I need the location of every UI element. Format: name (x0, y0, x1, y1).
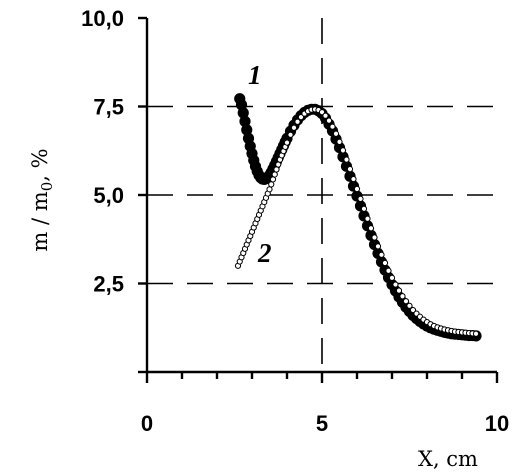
series-2-point (283, 139, 291, 146)
gridlines (147, 18, 497, 372)
series-2-point (332, 130, 340, 137)
series-2 (234, 106, 480, 337)
series-2-point (357, 195, 364, 202)
series-2-point (364, 215, 371, 222)
y-axis-title-main: m / m (28, 191, 52, 251)
series-1-point (241, 124, 253, 136)
series-2-point (367, 225, 375, 232)
y-tick-label: 7,5 (93, 95, 124, 120)
y-tick-label: 2,5 (93, 272, 124, 297)
x-tick-label: 5 (316, 411, 328, 436)
series-2-point (269, 176, 277, 183)
series-2-point (294, 118, 301, 125)
series-2-point (271, 171, 278, 178)
series-2-point (266, 186, 273, 193)
series-2-point (378, 251, 385, 258)
series-2-point (472, 330, 480, 337)
y-axis-title-suffix: , % (28, 148, 52, 181)
series-2-point (395, 287, 403, 294)
series-2-point (388, 274, 396, 281)
x-axis-title: X, cm (418, 447, 478, 471)
x-tick-labels: 0 5 10 (141, 411, 509, 436)
series-2-point (343, 156, 350, 163)
series-1-point (239, 115, 251, 127)
series-2-point (325, 117, 333, 124)
svg-text:m / m0, %: m / m0, % (28, 148, 56, 251)
series-2-point (385, 267, 392, 274)
series-2-point (409, 306, 417, 314)
series-2-point (297, 114, 305, 121)
series-2-point (350, 175, 357, 183)
series-1 (234, 93, 482, 342)
series-2-point (406, 302, 413, 309)
series-2-point (402, 298, 410, 305)
y-tick-label: 10,0 (81, 6, 124, 31)
series-2-point (360, 205, 368, 212)
series-2-point (346, 166, 354, 173)
series-1-point (237, 107, 249, 119)
series-2-point (399, 293, 406, 300)
y-tick-label: 5,0 (93, 183, 124, 208)
series-2-point (381, 259, 389, 267)
series-2-point (275, 161, 282, 168)
series-2-point (290, 124, 298, 131)
series-2-point (371, 234, 378, 241)
series-2-point (287, 131, 294, 138)
series-2-point (392, 281, 399, 288)
y-tick-labels: 2,5 5,0 7,5 10,0 (81, 6, 124, 297)
series-2-point (374, 243, 382, 250)
series-2-point (329, 123, 336, 130)
series-2-point (336, 138, 343, 145)
series-2-point (273, 166, 280, 173)
series-2-point (318, 109, 326, 116)
series-2-point (353, 185, 361, 193)
x-tick-label: 10 (485, 411, 509, 436)
series-1-label: 1 (248, 60, 262, 90)
y-axis-title-subscript: 0 (38, 182, 56, 192)
series-2-point (322, 112, 329, 119)
series-2-point (268, 181, 275, 188)
axes (138, 16, 499, 383)
series-2-label: 2 (257, 238, 272, 268)
x-tick-label: 0 (141, 411, 153, 436)
y-axis-title: m / m0, % (28, 148, 56, 251)
series-2-point (339, 147, 347, 154)
